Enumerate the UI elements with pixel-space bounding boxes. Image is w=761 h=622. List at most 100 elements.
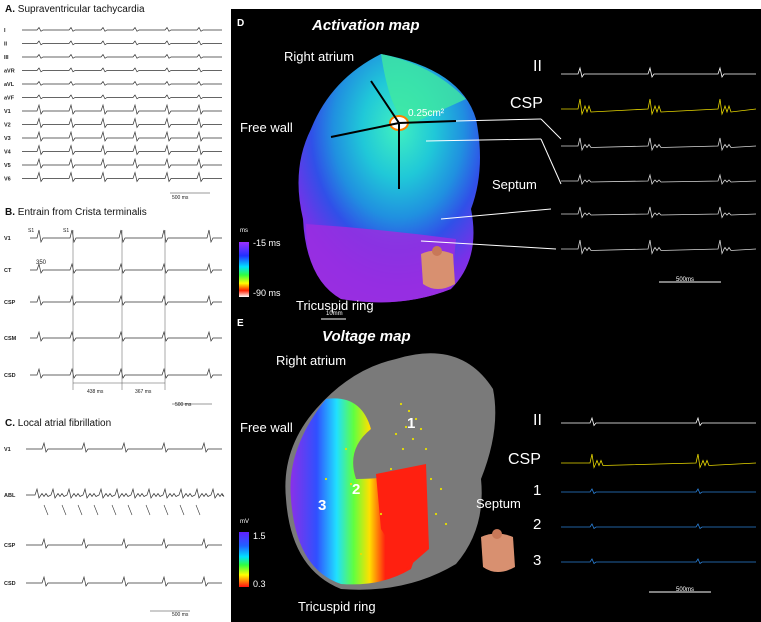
voltage-color-scale <box>239 532 249 587</box>
abl-arrow-0 <box>43 504 49 516</box>
trace-b-csp <box>30 294 222 306</box>
d-tricuspid-label: Tricuspid ring <box>296 298 374 313</box>
e-scale-unit: mV <box>240 519 249 525</box>
e-electrogram-1 <box>561 453 757 469</box>
panel-d-figure <box>239 54 757 593</box>
lead-label-v3: V3 <box>4 136 11 142</box>
activation-arrows <box>330 80 457 189</box>
e-tricuspid-label: Tricuspid ring <box>298 599 376 614</box>
lead-label-b-csp: CSP <box>4 300 16 306</box>
e-ecg-label-2: 2 <box>533 516 542 533</box>
d-electrogram-1 <box>561 98 757 116</box>
d-ecg-label-ii: II <box>533 58 542 75</box>
s1-label-a: S1 <box>28 228 35 234</box>
abl-arrow-8 <box>179 504 185 516</box>
s1-label-b: S1 <box>63 228 70 234</box>
activation-map-shape <box>298 54 480 303</box>
voltage-point-9 <box>389 467 393 471</box>
e-electrogram-3 <box>561 523 756 530</box>
lead-label-c-abl: ABL <box>4 493 16 499</box>
e-ecg-label-ii: II <box>533 412 542 429</box>
point-3: 3 <box>318 497 327 514</box>
lead-label-iii: III <box>4 55 9 61</box>
voltage-point-7 <box>394 432 398 436</box>
trace-b-csd <box>30 367 222 379</box>
trace-v4 <box>22 144 222 156</box>
voltage-map-title: Voltage map <box>322 328 411 345</box>
d-septum-label: Septum <box>492 177 537 192</box>
voltage-map-shape <box>285 353 496 590</box>
d-right-atrium-label: Right atrium <box>284 49 355 64</box>
e-electrogram-0 <box>561 416 756 427</box>
lead-label-v1: V1 <box>4 109 11 115</box>
lead-label-b-v1: V1 <box>4 236 11 242</box>
trace-v6 <box>22 171 222 183</box>
voltage-point-13 <box>349 482 353 486</box>
voltage-point-8 <box>401 447 405 451</box>
voltage-point-10 <box>429 477 433 481</box>
lead-label-i: I <box>4 28 6 34</box>
trace-v3 <box>22 130 222 142</box>
d-electrogram-2 <box>561 137 757 152</box>
abl-arrow-9 <box>195 504 201 516</box>
trace-avf <box>22 94 222 100</box>
trace-c-csd <box>26 575 222 587</box>
panel-d-letter: D <box>237 18 245 29</box>
lead-label-v4: V4 <box>4 150 12 156</box>
abl-arrow-7 <box>163 504 169 516</box>
voltage-electrograms <box>561 416 757 565</box>
point-2: 2 <box>352 481 361 498</box>
trace-iii <box>22 53 222 59</box>
point-1: 1 <box>407 415 416 432</box>
panel-a-title: A. Supraventricular tachycardia <box>5 4 145 15</box>
abl-arrow-6 <box>145 504 151 516</box>
lead-label-ii: II <box>4 42 8 48</box>
abl-arrow-1 <box>61 504 67 516</box>
abl-arrow-2 <box>77 504 83 516</box>
lead-label-c-csd: CSD <box>4 581 16 587</box>
d-scale-unit: ms <box>240 228 248 234</box>
torso-icon-d <box>421 246 455 289</box>
voltage-point-16 <box>444 522 448 526</box>
trace-avr <box>22 67 222 73</box>
activation-leaders <box>420 118 562 250</box>
voltage-point-15 <box>359 552 363 556</box>
e-septum-label: Septum <box>476 496 521 511</box>
voltage-point-6 <box>424 447 428 451</box>
panel-c-scale: 500 ms <box>172 612 189 618</box>
d-free-wall-label: Free wall <box>240 120 293 135</box>
lead-label-avr: aVR <box>4 69 15 75</box>
trace-c-abl <box>26 487 225 499</box>
panel-b-scale: 500 ms <box>175 402 192 408</box>
panel-b-traces: V1 CT CSP CSM CSD <box>4 229 222 405</box>
e-scale-bottom: 0.3 <box>253 579 266 589</box>
d-scale-top: -15 ms <box>253 238 281 248</box>
voltage-point-14 <box>324 477 328 481</box>
voltage-point-0 <box>399 402 403 406</box>
trace-b-v1 <box>30 229 222 244</box>
e-right-atrium-label: Right atrium <box>276 353 347 368</box>
lead-label-v6: V6 <box>4 177 11 183</box>
d-electrogram-0 <box>561 66 756 79</box>
d-scalebar-label: 10mm <box>326 311 343 317</box>
voltage-point-1 <box>407 409 411 413</box>
trace-b-csm <box>30 330 222 342</box>
d-scale-bottom: -90 ms <box>253 288 281 298</box>
trace-c-v1 <box>26 441 222 453</box>
lead-label-v2: V2 <box>4 123 11 129</box>
trace-b-ct <box>30 262 222 274</box>
panel-b-title: B. Entrain from Crista terminalis <box>5 207 147 218</box>
abl-arrow-3 <box>93 504 99 516</box>
interval-438: 438 ms <box>87 389 104 395</box>
trace-avl <box>22 80 222 86</box>
e-ecg-label-1: 1 <box>533 482 542 499</box>
d-electrogram-5 <box>561 239 757 255</box>
voltage-point-17 <box>434 512 438 516</box>
torso-icon-e <box>481 529 515 572</box>
voltage-point-5 <box>411 437 415 441</box>
trace-i <box>22 26 222 32</box>
lead-label-c-csp: CSP <box>4 543 16 549</box>
d-ecg-label-csp: CSP <box>510 95 543 112</box>
lead-label-avf: aVF <box>4 96 15 102</box>
panel-e-letter: E <box>237 318 244 329</box>
